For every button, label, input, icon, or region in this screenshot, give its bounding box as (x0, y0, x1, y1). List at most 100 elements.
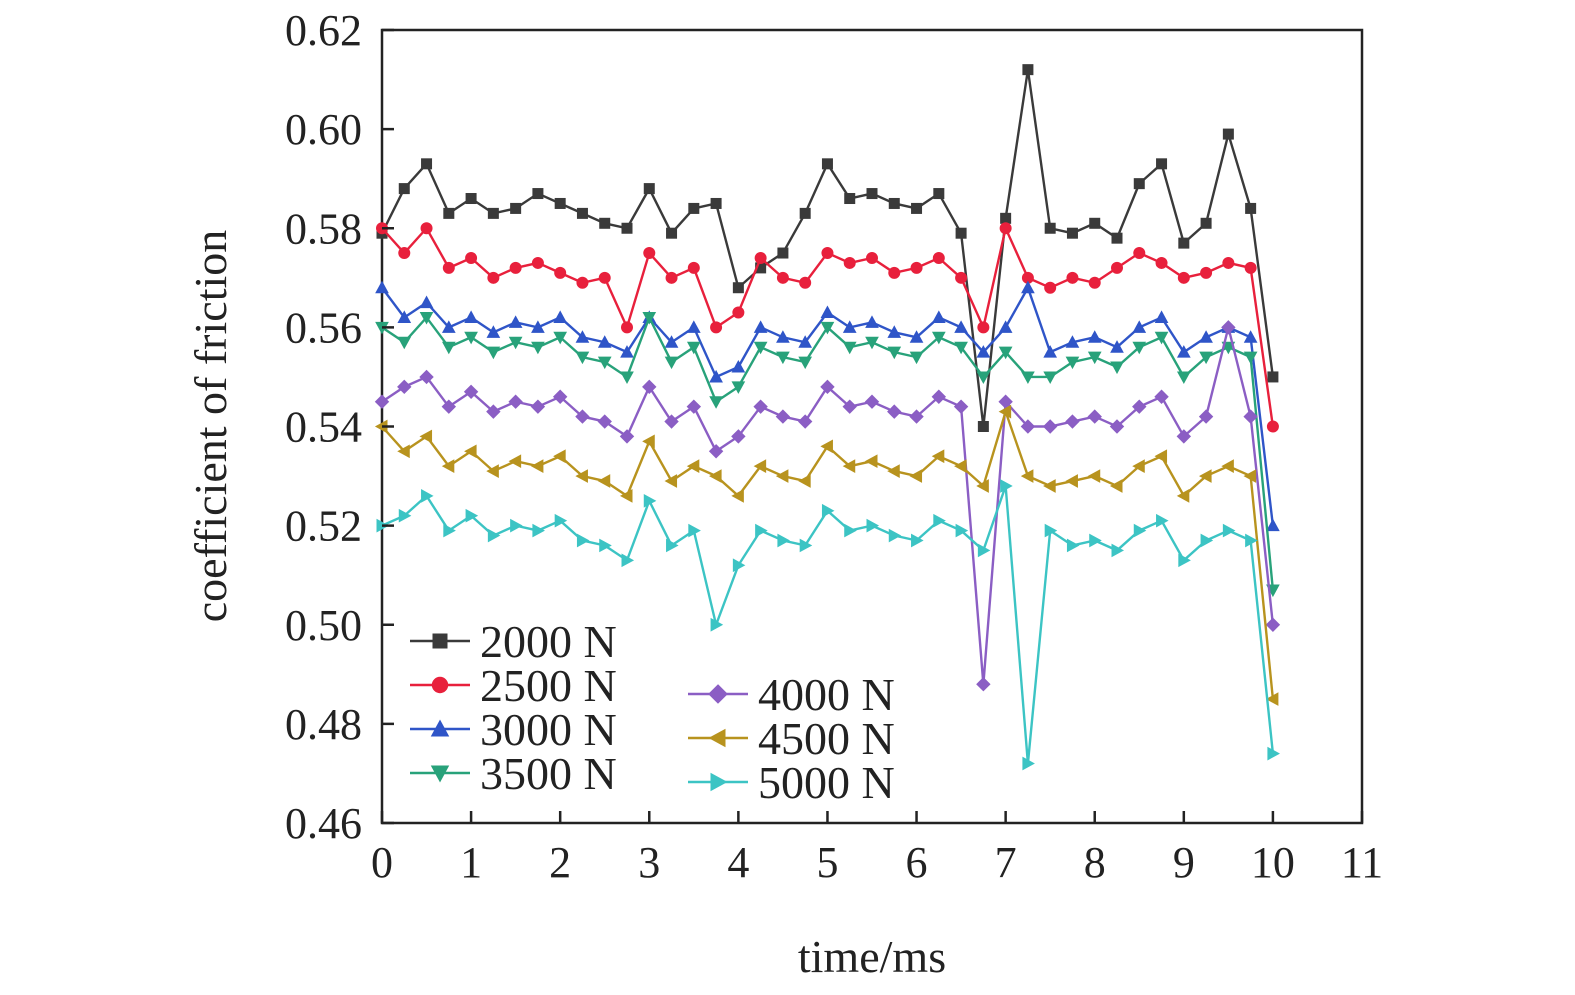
data-point (642, 311, 657, 325)
data-point (731, 429, 746, 444)
data-point (842, 341, 857, 355)
data-point (955, 523, 969, 538)
data-point (1133, 178, 1145, 190)
legend-label: 2000 N (480, 616, 617, 667)
data-point (1044, 281, 1057, 294)
legend-swatch-marker (708, 684, 728, 704)
data-point (1266, 518, 1280, 532)
data-point (1156, 158, 1168, 170)
data-point (955, 227, 967, 239)
data-point (866, 518, 880, 533)
data-point (1199, 330, 1213, 343)
data-point (732, 558, 746, 573)
data-point (441, 341, 456, 355)
data-point (954, 341, 968, 355)
data-point (1066, 227, 1078, 239)
data-point (776, 351, 790, 365)
x-tick-label: 9 (1173, 838, 1195, 887)
data-point (487, 271, 500, 284)
data-point (1111, 261, 1123, 274)
data-point (1267, 746, 1280, 761)
data-point (621, 321, 633, 334)
data-point (1154, 310, 1169, 323)
data-point (664, 414, 679, 429)
y-tick-label: 0.58 (285, 204, 362, 253)
data-point (708, 444, 724, 459)
y-tick-label: 0.52 (285, 502, 362, 551)
data-point (464, 310, 478, 323)
data-point (1132, 399, 1147, 414)
data-point (909, 409, 924, 424)
data-point (419, 295, 434, 309)
data-point (1132, 459, 1145, 473)
legend-label: 4500 N (758, 713, 895, 764)
data-point (731, 489, 744, 503)
y-axis-title: coefficient of friction (185, 230, 236, 623)
data-point (575, 330, 590, 343)
data-point (1221, 459, 1234, 473)
data-point (843, 256, 856, 269)
data-point (1044, 523, 1058, 538)
data-point (1110, 340, 1124, 353)
data-point (864, 394, 880, 409)
data-point (664, 474, 678, 488)
data-point (887, 404, 902, 419)
data-point (666, 538, 679, 553)
data-point (955, 271, 968, 284)
data-point (775, 409, 791, 424)
data-point (1000, 479, 1013, 493)
data-point (1066, 538, 1080, 553)
legend-item: 2000 N (410, 616, 617, 667)
data-point (510, 518, 523, 533)
data-point (665, 271, 678, 284)
data-point (621, 553, 635, 568)
data-point (909, 469, 923, 483)
x-tick-label: 1 (460, 838, 482, 887)
data-point (419, 369, 434, 385)
data-point (888, 197, 900, 209)
data-point (1155, 256, 1168, 269)
data-point (954, 459, 967, 473)
data-point (398, 247, 411, 260)
data-point (1021, 371, 1035, 384)
data-point (575, 469, 588, 483)
data-point (397, 379, 412, 395)
data-point (865, 336, 879, 350)
data-point (620, 345, 634, 358)
legend-item: 4500 N (688, 713, 895, 764)
data-point (887, 325, 902, 338)
data-point (487, 528, 501, 543)
data-point (1089, 533, 1102, 548)
data-point (553, 331, 568, 345)
data-point (686, 320, 701, 333)
data-point (820, 379, 835, 395)
data-point (798, 356, 813, 370)
data-point (821, 503, 835, 518)
data-point (1087, 330, 1102, 343)
data-point (732, 282, 744, 294)
legend-item: 4000 N (688, 669, 895, 720)
data-point (731, 381, 746, 394)
data-point (1000, 212, 1012, 224)
data-point (530, 459, 544, 473)
data-point (911, 202, 923, 214)
data-point (842, 459, 856, 473)
data-point (1176, 489, 1190, 503)
data-point (1176, 371, 1191, 384)
data-point (1133, 247, 1146, 260)
data-point (1243, 469, 1257, 483)
data-point (932, 251, 945, 264)
legend-swatch-marker (708, 728, 726, 748)
x-tick-label: 3 (638, 838, 660, 887)
y-tick-label: 0.50 (285, 601, 362, 650)
data-point (775, 469, 789, 483)
data-point (998, 320, 1013, 333)
data-point (931, 310, 946, 323)
data-point (465, 508, 479, 523)
data-point (1065, 414, 1080, 429)
data-point (441, 320, 456, 333)
data-point (776, 330, 790, 343)
data-point (464, 331, 478, 345)
data-point (421, 489, 434, 503)
data-point (1243, 330, 1258, 343)
